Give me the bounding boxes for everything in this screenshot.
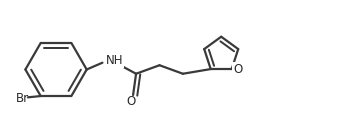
Text: O: O — [127, 95, 136, 107]
Text: Br: Br — [16, 92, 29, 105]
Text: O: O — [233, 63, 242, 76]
Text: NH: NH — [106, 54, 123, 67]
